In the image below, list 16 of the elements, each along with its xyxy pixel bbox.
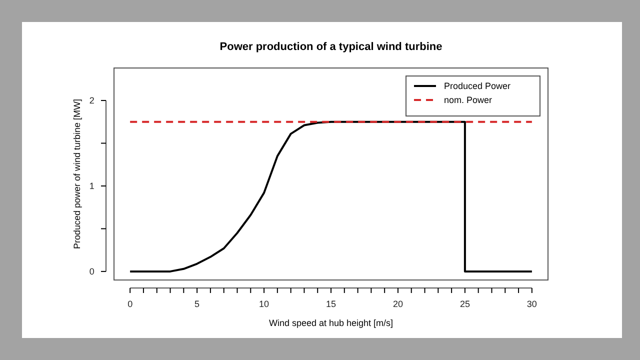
line-series <box>129 120 533 272</box>
legend-label: nom. Power <box>444 95 492 105</box>
x-tick-label: 10 <box>259 298 270 309</box>
y-axis-title: Produced power of wind turbine [MW] <box>72 98 82 250</box>
x-tick-label: 20 <box>392 298 403 309</box>
x-tick-label: 15 <box>326 298 336 309</box>
x-tick-label: 25 <box>460 298 470 309</box>
y-tick-label: 2 <box>89 95 94 106</box>
chart-title: Power production of a typical wind turbine <box>220 41 442 53</box>
legend-label: Produced Power <box>444 81 511 91</box>
x-tick-label: 5 <box>194 298 200 309</box>
x-axis-title: Wind speed at hub height [m/s] <box>268 318 394 328</box>
y-tick-label: 1 <box>89 180 94 191</box>
x-tick-label: 0 <box>128 298 133 309</box>
x-tick-label: 30 <box>526 298 537 309</box>
y-tick-label: 0 <box>89 266 94 276</box>
